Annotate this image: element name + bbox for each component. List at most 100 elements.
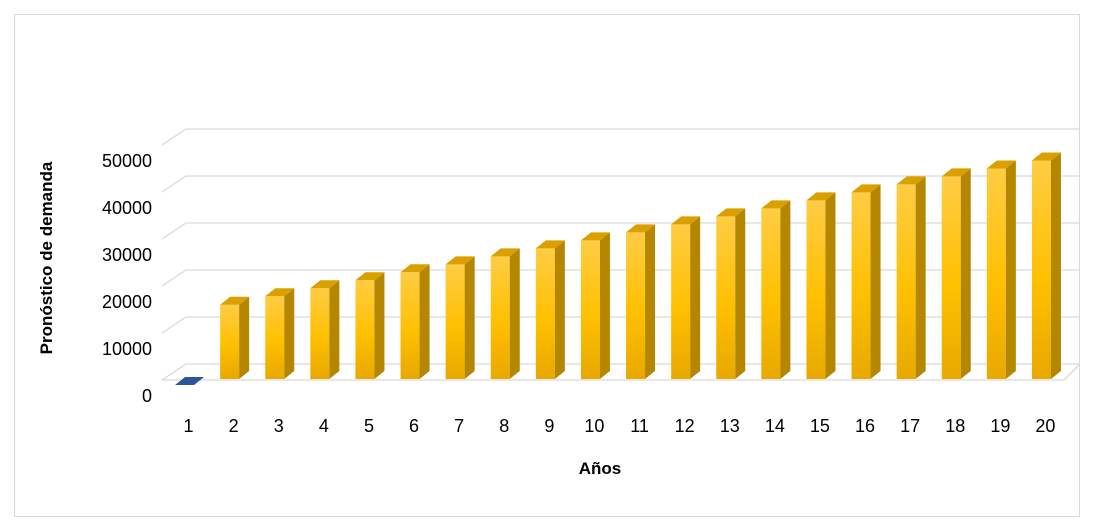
x-tick-label: 18 — [945, 416, 965, 436]
bar-side — [690, 216, 701, 379]
bar — [400, 264, 430, 379]
bar-front — [626, 232, 646, 379]
bar — [941, 168, 971, 379]
bar — [175, 377, 205, 385]
bar-side — [825, 192, 836, 379]
x-tick-label: 19 — [990, 416, 1010, 436]
bar — [896, 176, 926, 379]
bar-side — [1050, 152, 1061, 379]
x-tick-label: 16 — [855, 416, 875, 436]
bar-front — [986, 168, 1006, 379]
bar-front — [265, 296, 285, 379]
bar-front — [896, 184, 916, 379]
bar-top — [310, 280, 340, 289]
bar-front — [851, 192, 871, 379]
bar-top — [490, 248, 520, 257]
bar-side — [284, 288, 295, 379]
bar-top — [986, 160, 1016, 169]
bar — [626, 224, 656, 379]
bar-top — [220, 296, 250, 305]
x-tick-labels: 1 2 3 4 5 6 7 8 9 10 11 12 13 14 15 16 17 18 19 20 — [184, 416, 1056, 436]
bar-side — [599, 232, 610, 379]
bar-side — [554, 240, 565, 379]
bar-top — [941, 168, 971, 177]
bar-side — [780, 200, 791, 379]
bar-side — [419, 264, 430, 379]
x-tick-label: 2 — [229, 416, 239, 436]
bar — [806, 192, 836, 379]
bar-front — [941, 176, 961, 379]
bar — [761, 200, 791, 379]
y-tick-labels: 0 10000 20000 30000 40000 50000 — [102, 151, 152, 406]
x-tick-label: 4 — [319, 416, 329, 436]
bar — [220, 296, 250, 379]
bar — [535, 240, 565, 379]
bar — [851, 184, 881, 379]
bar-top — [671, 216, 701, 225]
x-tick-label: 6 — [409, 416, 419, 436]
bar-front — [761, 208, 781, 379]
bar-front — [1031, 160, 1051, 379]
bar-top — [1031, 152, 1061, 161]
bar-top — [535, 240, 565, 249]
x-tick-label: 1 — [184, 416, 194, 436]
bar-side — [870, 184, 881, 379]
bar-side — [464, 256, 475, 379]
bar — [716, 208, 746, 379]
bar — [1031, 152, 1061, 379]
x-tick-label: 8 — [499, 416, 509, 436]
bar — [310, 280, 340, 379]
bar-front — [535, 248, 555, 379]
x-tick-label: 9 — [544, 416, 554, 436]
y-tick-label: 10000 — [102, 339, 152, 359]
bar-front — [445, 264, 465, 379]
bar-side — [329, 280, 340, 379]
bar-side — [239, 296, 250, 379]
x-tick-label: 11 — [630, 416, 649, 436]
bar — [986, 160, 1016, 379]
bar-top — [851, 184, 881, 193]
bar — [490, 248, 520, 379]
x-tick-label: 7 — [454, 416, 464, 436]
bar-front — [671, 224, 691, 379]
bar-side — [960, 168, 971, 379]
x-tick-label: 5 — [364, 416, 374, 436]
bar — [265, 288, 295, 379]
y-tick-label: 40000 — [102, 198, 152, 218]
bar-side — [735, 208, 746, 379]
bar-front — [220, 304, 240, 379]
bar-side — [374, 272, 385, 379]
bar-top — [355, 272, 385, 281]
bar-front — [355, 280, 375, 379]
bar-side — [509, 248, 520, 379]
x-tick-label: 20 — [1035, 416, 1055, 436]
bar-top — [175, 377, 205, 385]
bar-top — [896, 176, 926, 185]
bars — [175, 152, 1061, 385]
bar-top — [806, 192, 836, 201]
bar-top — [445, 256, 475, 265]
bar-front — [310, 288, 330, 379]
bar-side — [645, 224, 656, 379]
bar-top — [626, 224, 656, 233]
y-axis-title: Pronóstico de demanda — [37, 161, 56, 354]
y-tick-label: 30000 — [102, 245, 152, 265]
floor-right-edge — [1063, 363, 1081, 381]
x-tick-label: 3 — [274, 416, 284, 436]
gridline — [161, 175, 1080, 193]
x-tick-label: 13 — [720, 416, 740, 436]
y-tick-label: 50000 — [102, 151, 152, 171]
bar-front — [806, 200, 826, 379]
bar-side — [1005, 160, 1016, 379]
bar — [671, 216, 701, 379]
bar-front — [400, 272, 420, 379]
bar-front — [716, 216, 736, 379]
x-axis-title: Años — [579, 459, 622, 478]
y-tick-label: 20000 — [102, 292, 152, 312]
bar-front — [490, 256, 510, 379]
bar — [445, 256, 475, 379]
bar-side — [915, 176, 926, 379]
bar-top — [716, 208, 746, 217]
bar — [580, 232, 610, 379]
